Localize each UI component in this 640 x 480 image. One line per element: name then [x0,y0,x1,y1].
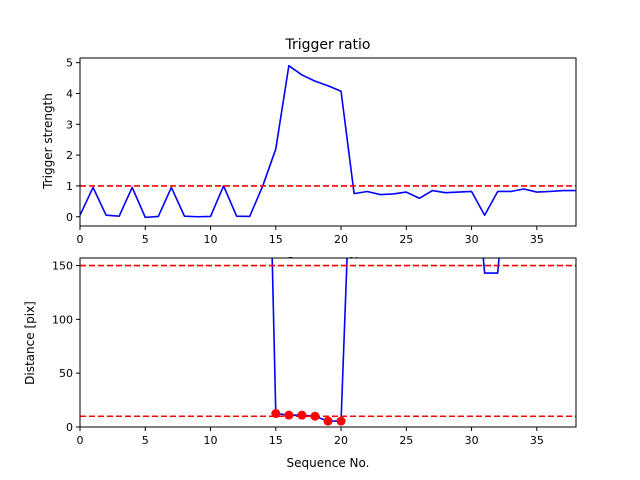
distance-panel: Sequence No. Distance [pix] 0 5 10 15 20 25 30… [23,257,577,470]
x-tick-label: 30 [465,233,479,246]
plot-area [80,64,576,219]
y-tick-label: 50 [59,367,73,380]
x-tick-label: 30 [465,434,479,447]
x-tick-label: 0 [77,434,84,447]
distance-plot-background [80,258,576,427]
x-tick-label: 25 [399,434,413,447]
data-point-marker [323,416,333,426]
y-tick-label: 5 [66,57,73,70]
x-tick-label: 15 [269,233,283,246]
x-tick-label: 35 [530,233,544,246]
x-axis-label: Sequence No. [287,456,370,470]
x-tick-label: 20 [334,233,348,246]
x-tick-label: 25 [399,233,413,246]
x-tick-label: 20 [334,434,348,447]
data-point-marker [336,416,346,426]
y-tick-label: 0 [66,421,73,434]
series-line [80,64,576,219]
y-tick-label: 1 [66,180,73,193]
y-axis-label: Trigger strength [41,93,55,190]
x-tick-label: 15 [269,434,283,447]
axes-frame [79,57,577,227]
chart-title: Trigger ratio [284,37,370,53]
y-tick-label: 100 [52,313,73,326]
y-tick-label: 0 [66,211,73,224]
y-tick-label: 4 [66,87,73,100]
y-tick-label: 3 [66,118,73,131]
axes-frame [79,257,577,428]
y-tick-label: 2 [66,149,73,162]
x-tick-label: 10 [204,233,218,246]
y-axis-label: Distance [pix] [23,301,37,385]
x-tick-label: 0 [77,233,84,246]
y-tick-label: 150 [52,260,73,273]
plot-area [80,258,576,426]
data-point-marker [297,410,307,420]
series-line [482,258,500,274]
x-tick-label: 5 [142,233,149,246]
data-point-marker [284,410,294,420]
x-tick-label: 10 [204,434,218,447]
x-tick-label: 35 [530,434,544,447]
x-tick-label: 5 [142,434,149,447]
